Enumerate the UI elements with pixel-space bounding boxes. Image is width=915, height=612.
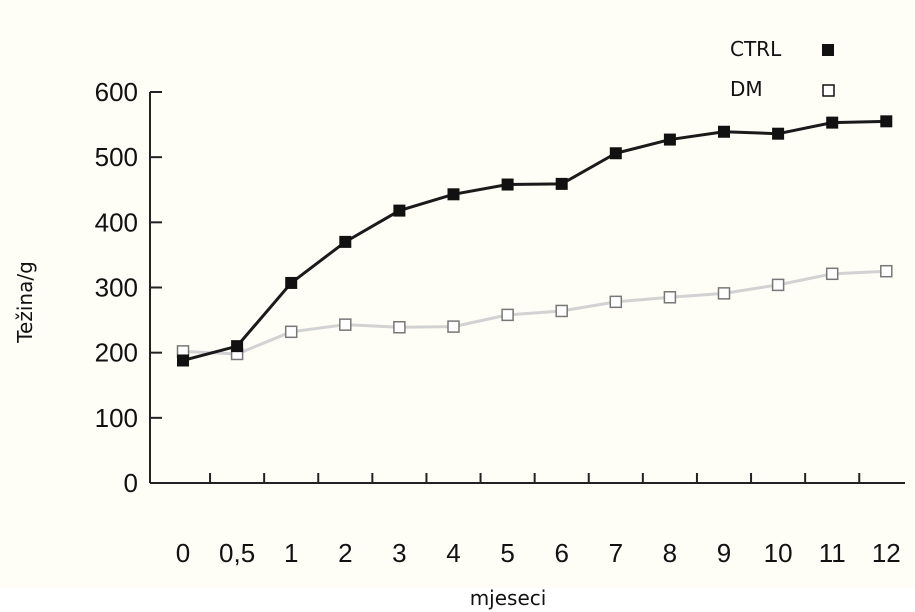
- y-tick-label: 500: [95, 142, 138, 172]
- legend-item-dm: DM: [730, 77, 835, 101]
- legend-item-ctrl: CTRL: [730, 37, 834, 61]
- x-tick-label: 4: [446, 538, 460, 568]
- data-point-dm: [339, 318, 352, 331]
- y-tick-label: 100: [95, 403, 138, 433]
- data-point-ctrl: [663, 133, 676, 146]
- plot-area: [0, 0, 915, 588]
- x-tick-label: 9: [717, 538, 731, 568]
- data-point-dm: [609, 295, 623, 309]
- data-point-ctrl: [880, 115, 893, 128]
- data-point-ctrl: [285, 276, 298, 289]
- x-axis-title: mjeseci: [470, 586, 547, 610]
- legend-label-dm: DM: [730, 77, 763, 101]
- y-tick-label: 600: [95, 77, 138, 107]
- x-tick-label: 0: [176, 538, 190, 568]
- y-ticks: 0 100 200 300 400 500 600: [95, 77, 162, 498]
- data-point-ctrl: [231, 340, 244, 353]
- data-point-ctrl: [609, 147, 622, 160]
- legend-swatch-dm: [822, 84, 835, 97]
- axes: [149, 92, 905, 484]
- series-line-dm: [182, 269, 887, 356]
- x-tick-label: 11: [819, 538, 846, 568]
- data-point-ctrl: [772, 127, 785, 140]
- data-point-dm: [393, 321, 406, 334]
- y-axis-title: Težina/g: [13, 261, 37, 344]
- data-point-ctrl: [718, 125, 730, 138]
- series-line-ctrl: [182, 119, 887, 362]
- data-point-dm: [771, 278, 785, 292]
- x-tick-label: 7: [609, 538, 623, 568]
- y-tick-label: 400: [95, 207, 138, 237]
- legend-label-ctrl: CTRL: [730, 37, 782, 61]
- y-tick-label: 200: [95, 338, 138, 368]
- data-point-dm: [284, 325, 298, 339]
- x-tick-label: 1: [284, 538, 298, 568]
- x-tick-label: 2: [338, 538, 352, 568]
- x-tick-label: 8: [663, 538, 677, 568]
- data-point-ctrl: [393, 204, 406, 217]
- data-point-ctrl: [447, 188, 460, 201]
- data-point-ctrl: [177, 354, 189, 367]
- data-point-dm: [447, 320, 460, 333]
- y-tick-label: 0: [124, 468, 138, 498]
- data-point-dm: [555, 304, 568, 318]
- legend-swatch-ctrl: [822, 44, 834, 56]
- x-tick-label: 10: [764, 538, 793, 568]
- data-point-ctrl: [826, 116, 839, 129]
- x-tick-label: 0,5: [219, 538, 255, 568]
- data-point-dm: [663, 291, 677, 304]
- x-tick-label: 5: [500, 538, 514, 568]
- series-layer: [176, 115, 893, 367]
- data-point-ctrl: [501, 178, 514, 191]
- legend: CTRL DM: [730, 37, 835, 101]
- data-point-dm: [880, 264, 893, 278]
- y-tick-label: 300: [95, 273, 138, 303]
- data-point-dm: [501, 308, 514, 322]
- data-point-dm: [717, 287, 731, 300]
- x-tick-label: 6: [554, 538, 568, 568]
- x-ticks: 0 0,5 1 2 3 4 5 6 7 8 9 10 11 12: [176, 473, 901, 568]
- data-point-ctrl: [339, 235, 352, 248]
- x-tick-label: 3: [392, 538, 406, 568]
- data-point-dm: [825, 267, 839, 281]
- x-tick-label: 12: [872, 538, 901, 568]
- data-point-ctrl: [555, 177, 568, 190]
